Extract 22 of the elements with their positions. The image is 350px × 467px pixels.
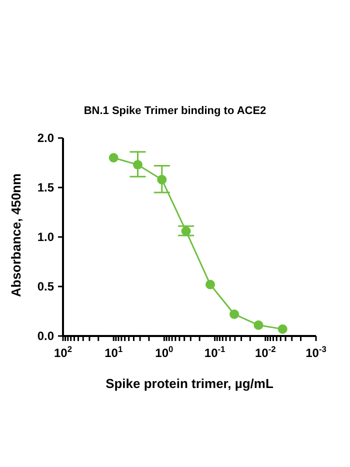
y-tick-label: 2.0 xyxy=(37,131,54,145)
point xyxy=(132,160,142,170)
x-tick-label: 10$^{-3}$ xyxy=(306,344,327,360)
point xyxy=(108,153,118,163)
point xyxy=(206,280,215,290)
y-tick-label: 0.5 xyxy=(37,280,54,294)
x-axis-title: Spike protein trimer, µg/mL xyxy=(106,376,274,391)
y-tick-label: 0.0 xyxy=(37,329,54,343)
y-axis-title: Absorbance, 450nm xyxy=(8,173,24,297)
point xyxy=(254,320,264,330)
chart-title: BN.1 Spike Trimer binding to ACE2 xyxy=(82,104,268,119)
x-tick-label: 10$^{2}$ xyxy=(54,344,72,360)
point xyxy=(181,226,191,236)
point xyxy=(157,174,167,184)
y-tick-label: 1.5 xyxy=(37,180,54,194)
x-tick-label: 10$^{-2}$ xyxy=(254,344,276,360)
x-tick-label: 10$^{0}$ xyxy=(155,344,174,360)
y-tick-label: 1.0 xyxy=(37,230,54,244)
point xyxy=(230,309,240,319)
x-tick-label: 10$^{-1}$ xyxy=(204,344,226,360)
x-tick-label: 10$^{1}$ xyxy=(104,344,123,360)
point xyxy=(278,324,288,334)
